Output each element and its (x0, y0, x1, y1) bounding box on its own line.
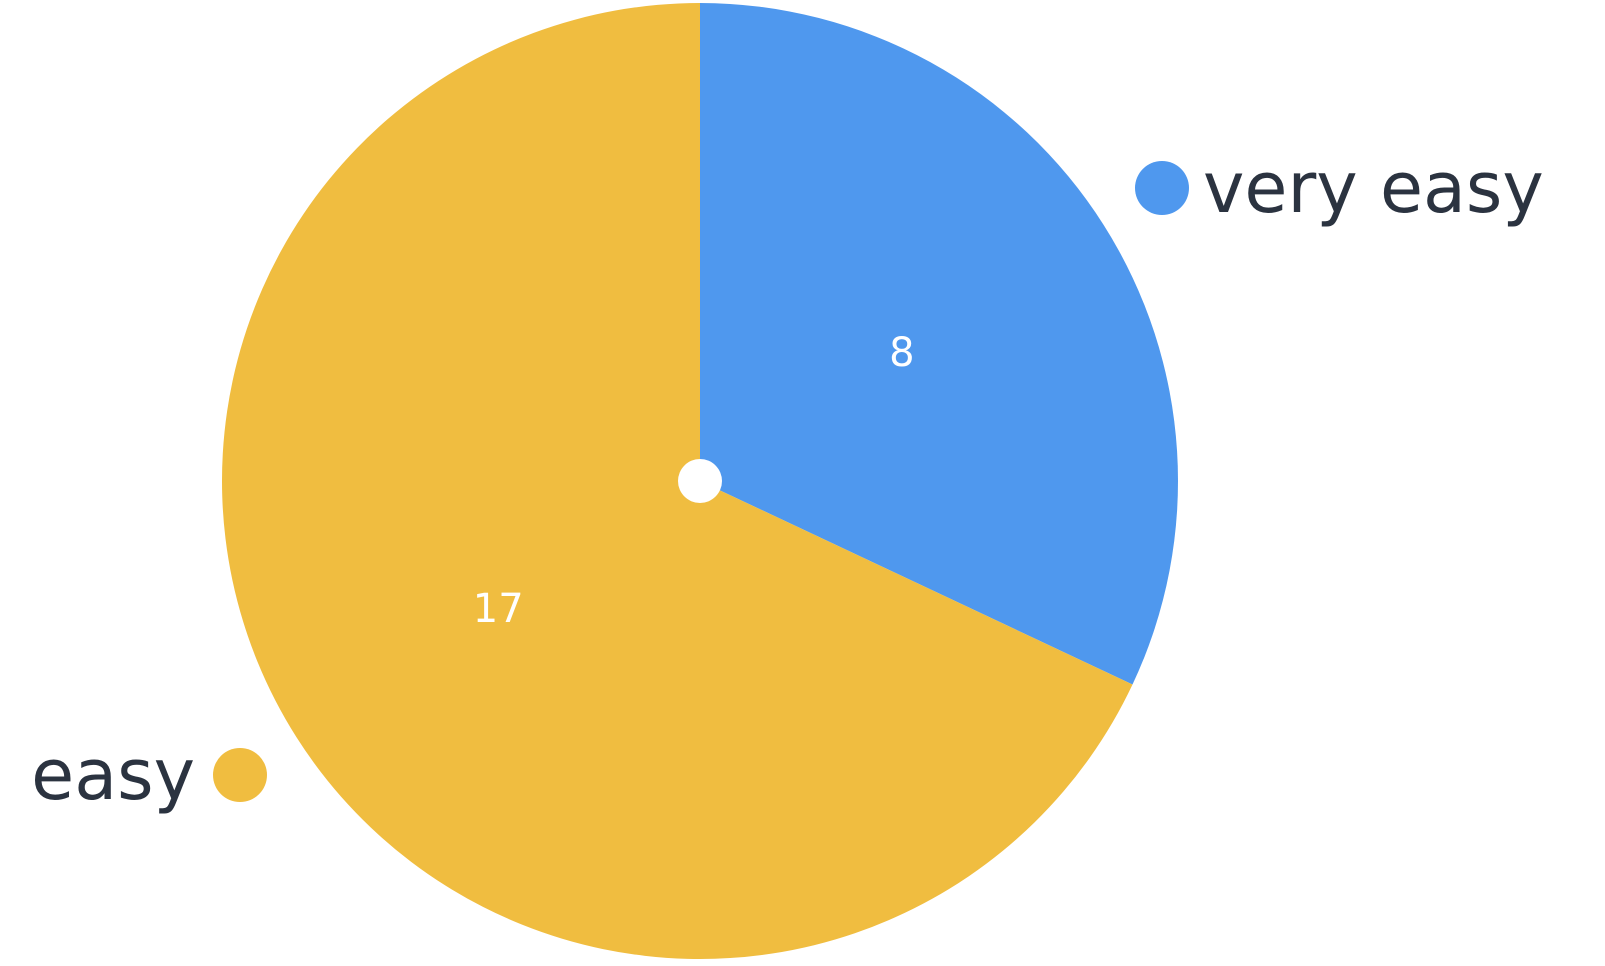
legend-marker-easy (213, 748, 267, 802)
slice-value-label-easy: 17 (473, 586, 524, 632)
pie-slice-very-easy (700, 3, 1178, 685)
legend-label-easy: easy (31, 734, 195, 816)
slices-layer (222, 3, 1178, 959)
legend-label-very-easy: very easy (1203, 147, 1544, 229)
slice-value-label-very-easy: 8 (889, 330, 914, 376)
pie-slice-easy (222, 3, 1133, 959)
center-dot (678, 459, 722, 503)
legend-marker-very-easy (1135, 161, 1189, 215)
legend-layer: very easy easy (31, 147, 1544, 816)
slice-labels-layer: 8 17 (473, 330, 915, 632)
